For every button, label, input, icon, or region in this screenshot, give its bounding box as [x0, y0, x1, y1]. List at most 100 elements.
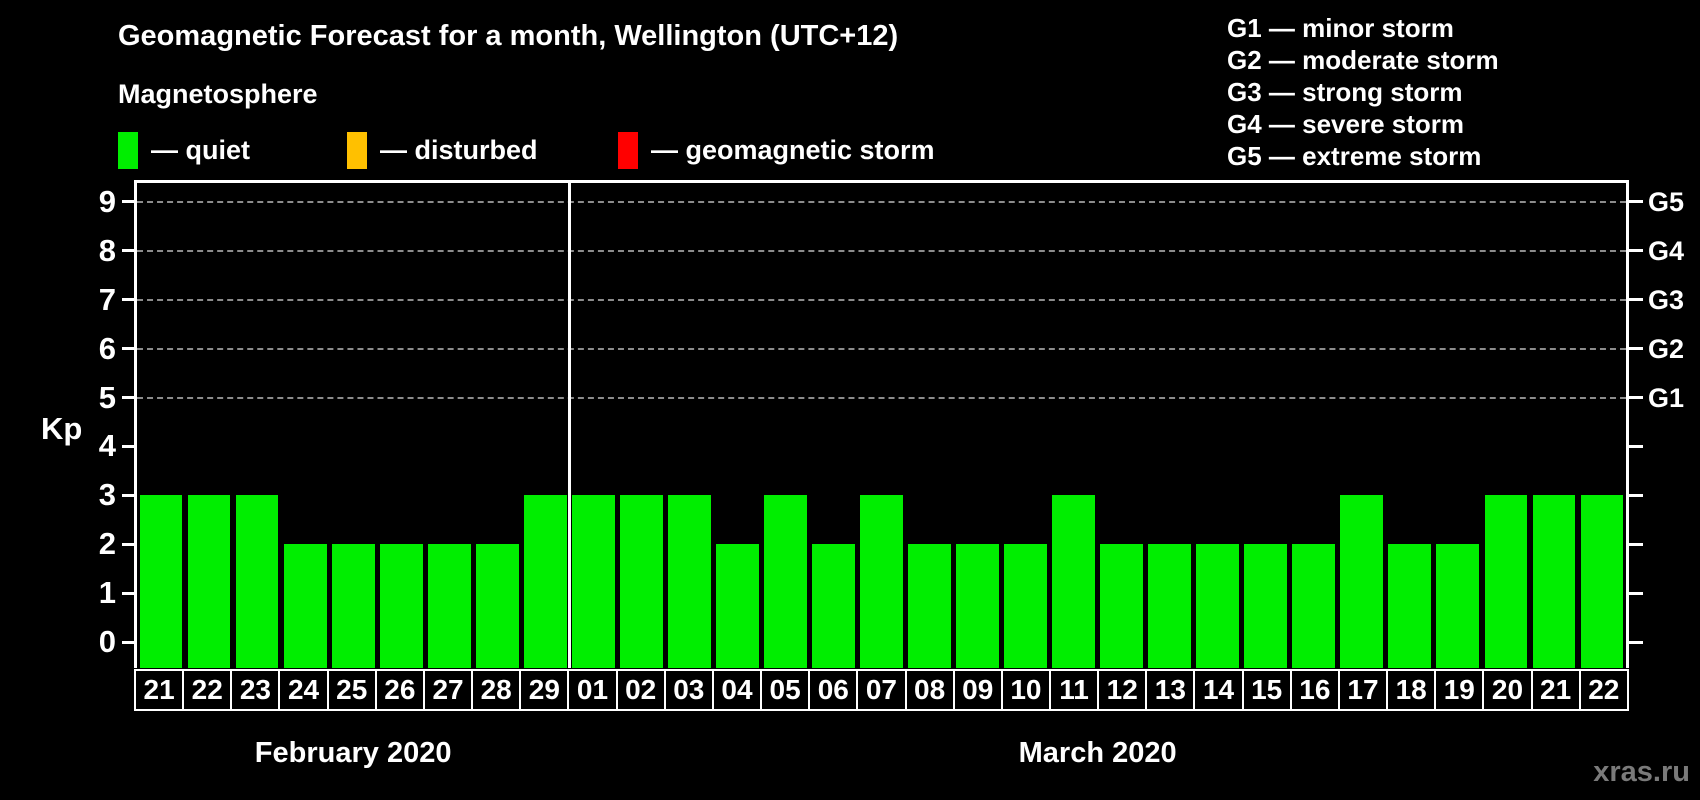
right-axis-tick [1629, 249, 1643, 253]
right-axis-tick [1629, 347, 1643, 351]
kp-bar [1436, 544, 1480, 668]
day-label: 28 [471, 669, 522, 711]
right-axis-tick [1629, 200, 1643, 204]
kp-bar [956, 544, 999, 668]
kp-bar [908, 544, 951, 668]
legend-label: — geomagnetic storm [651, 134, 935, 165]
day-label: 21 [134, 669, 185, 711]
day-label: 12 [1097, 669, 1148, 711]
y-tick-label: 6 [98, 330, 116, 366]
day-label: 05 [760, 669, 811, 711]
gridline-kp9 [137, 200, 1626, 203]
day-label: 29 [519, 669, 570, 711]
right-axis-tick [1629, 542, 1643, 546]
day-label: 06 [808, 669, 859, 711]
kp-bar [1244, 544, 1288, 668]
day-label: 22 [182, 669, 233, 711]
kp-bar [139, 495, 183, 668]
day-label: 24 [278, 669, 329, 711]
day-label: 13 [1145, 669, 1196, 711]
kp-bar [812, 544, 855, 668]
y-tick-label: 0 [98, 624, 116, 659]
right-axis-tick [1629, 640, 1643, 644]
kp-bar [667, 495, 711, 668]
storm-color-swatch [618, 131, 638, 169]
legend-label: — quiet [151, 134, 250, 165]
y-tick-label: 2 [98, 526, 116, 562]
legend-item-geomagnetic-storm: — geomagnetic storm [618, 131, 935, 169]
kp-bar [379, 544, 423, 668]
day-label: 07 [856, 669, 907, 711]
right-axis-tick [1629, 298, 1643, 302]
y-tick-label: 9 [98, 183, 116, 219]
y-axis-tick [122, 200, 134, 204]
kp-bar [1004, 544, 1047, 668]
right-axis-label-g2: G2 [1648, 333, 1685, 364]
y-axis-tick [122, 249, 134, 253]
right-axis-tick [1629, 444, 1643, 448]
gridline-kp6 [137, 347, 1626, 350]
day-label: 08 [904, 669, 955, 711]
right-axis-label-g1: G1 [1648, 382, 1685, 413]
gridline-kp5 [137, 396, 1626, 399]
plot-area: Kp 0 1 2 3 4 5 6 7 8 9 G1 G2 G3 G4 G5 [41, 180, 1684, 668]
y-axis-tick [122, 396, 134, 399]
day-label: 11 [1048, 669, 1100, 711]
kp-bar [1580, 495, 1624, 668]
day-label: 23 [230, 669, 281, 711]
right-axis-label-g5: G5 [1648, 186, 1685, 217]
day-label: 02 [615, 669, 666, 711]
month-separator-line [567, 183, 571, 668]
kp-bar [523, 495, 567, 668]
y-axis-tick [122, 640, 134, 644]
y-axis-tick [122, 298, 134, 302]
kp-bar [715, 544, 759, 668]
y-tick-label: 1 [98, 575, 116, 611]
chart-subtitle: Magnetosphere [118, 79, 318, 109]
y-axis-tick [122, 542, 134, 546]
kp-bar [764, 495, 807, 668]
legend-item-disturbed: — disturbed [347, 131, 538, 169]
gridline-kp8 [137, 249, 1626, 252]
y-tick-label: 7 [98, 281, 116, 317]
y-axis-tick [122, 444, 134, 448]
legend-label: — disturbed [380, 134, 538, 165]
y-axis-tick [122, 493, 134, 497]
day-label: 21 [1530, 669, 1581, 711]
kp-bar [427, 544, 471, 668]
kp-bar [1100, 544, 1144, 668]
g-legend-line: G5 — extreme storm [1227, 141, 1482, 171]
kp-bar [1388, 544, 1432, 668]
kp-bar [571, 495, 615, 668]
day-label: 16 [1289, 669, 1340, 711]
y-axis-tick [122, 591, 134, 595]
kp-bar [1292, 544, 1336, 668]
g-legend-line: G2 — moderate storm [1227, 45, 1499, 75]
y-tick-label: 8 [98, 232, 116, 268]
disturbed-color-swatch [347, 131, 367, 169]
kp-bar [283, 544, 327, 668]
kp-bar [475, 544, 519, 668]
day-label: 03 [663, 669, 714, 711]
right-axis-label-g4: G4 [1648, 235, 1685, 266]
y-tick-label: 3 [98, 477, 116, 513]
day-label: 17 [1337, 669, 1389, 711]
right-axis-label-g3: G3 [1648, 284, 1685, 315]
g-scale-legend: G1 — minor storm G2 — moderate storm G3 … [1227, 12, 1499, 172]
g-legend-line: G1 — minor storm [1227, 13, 1454, 43]
kp-bar [187, 495, 231, 668]
kp-bar [1148, 544, 1192, 668]
watermark: xras.ru [1593, 756, 1690, 788]
right-axis-tick [1629, 396, 1643, 399]
day-label: 14 [1193, 669, 1244, 711]
y-tick-label: 4 [98, 428, 116, 464]
day-label: 01 [567, 669, 618, 711]
day-label: 18 [1386, 669, 1437, 711]
kp-bar [235, 495, 279, 668]
day-label: 09 [952, 669, 1003, 711]
day-label: 19 [1434, 669, 1485, 711]
right-axis-tick [1629, 591, 1643, 595]
day-label: 25 [326, 669, 377, 711]
y-axis-label: Kp [41, 411, 83, 446]
